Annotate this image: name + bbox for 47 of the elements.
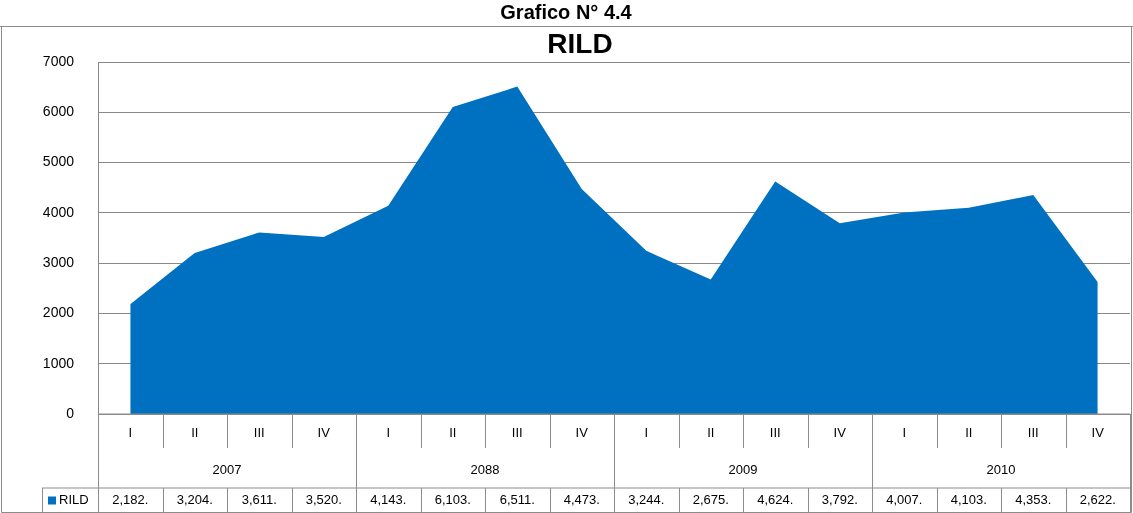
x-tick-label: I [644,424,649,440]
data-label: 3,244. [628,492,665,508]
data-label: 2,622. [1079,492,1116,508]
data-label: 3,204. [176,492,213,508]
data-label: 4,103. [950,492,987,508]
chart-subtitle: RILD [547,27,613,59]
y-tick-label: 6000 [42,103,75,120]
text: 2088 [470,461,500,477]
y-tick-label: 4000 [42,203,75,220]
data-label: 4,007. [886,492,923,508]
data-label: 6,103. [434,492,471,508]
data-label: 2,182. [112,492,149,508]
y-tick-label: 0 [66,404,75,421]
x-tick-label: III [769,424,781,440]
data-label: 4,143. [370,492,407,508]
x-tick-label: IV [833,424,847,440]
data-label: 3,611. [241,492,277,508]
x-tick-label: II [449,424,457,440]
y-tick-label: 1000 [42,354,75,371]
chart-title: Grafico N° 4.4 [500,0,633,23]
y-tick-label: 3000 [42,254,75,270]
x-tick-label: III [511,424,523,440]
x-tick-label: II [707,424,715,440]
y-tick-label: 5000 [42,153,75,170]
data-label: 2,675. [692,492,729,508]
x-tick-label: I [902,424,907,440]
x-tick-label: IV [575,424,589,440]
x-tick-label: IV [1091,424,1105,440]
x-tick-label: II [965,424,973,440]
data-label: 3,520. [305,492,342,508]
data-label: 4,353. [1015,492,1052,508]
x-tick-label: I [386,424,391,440]
legend-label: RILD [59,492,89,508]
x-tick-label: III [253,424,265,440]
data-label: 3,792. [821,492,858,508]
x-tick-label: IV [317,424,331,440]
x-tick-label: II [191,424,199,440]
text: 2010 [986,461,1016,477]
x-tick-label: I [128,424,133,440]
text: 2009 [728,461,758,477]
data-label: 6,511. [499,492,535,508]
text: 2007 [212,461,242,477]
data-label: 4,473. [563,492,600,508]
y-tick-label: 7000 [42,52,75,69]
x-tick-label: III [1027,424,1039,440]
data-label: 4,624. [757,492,794,508]
y-tick-label: 2000 [42,304,75,321]
